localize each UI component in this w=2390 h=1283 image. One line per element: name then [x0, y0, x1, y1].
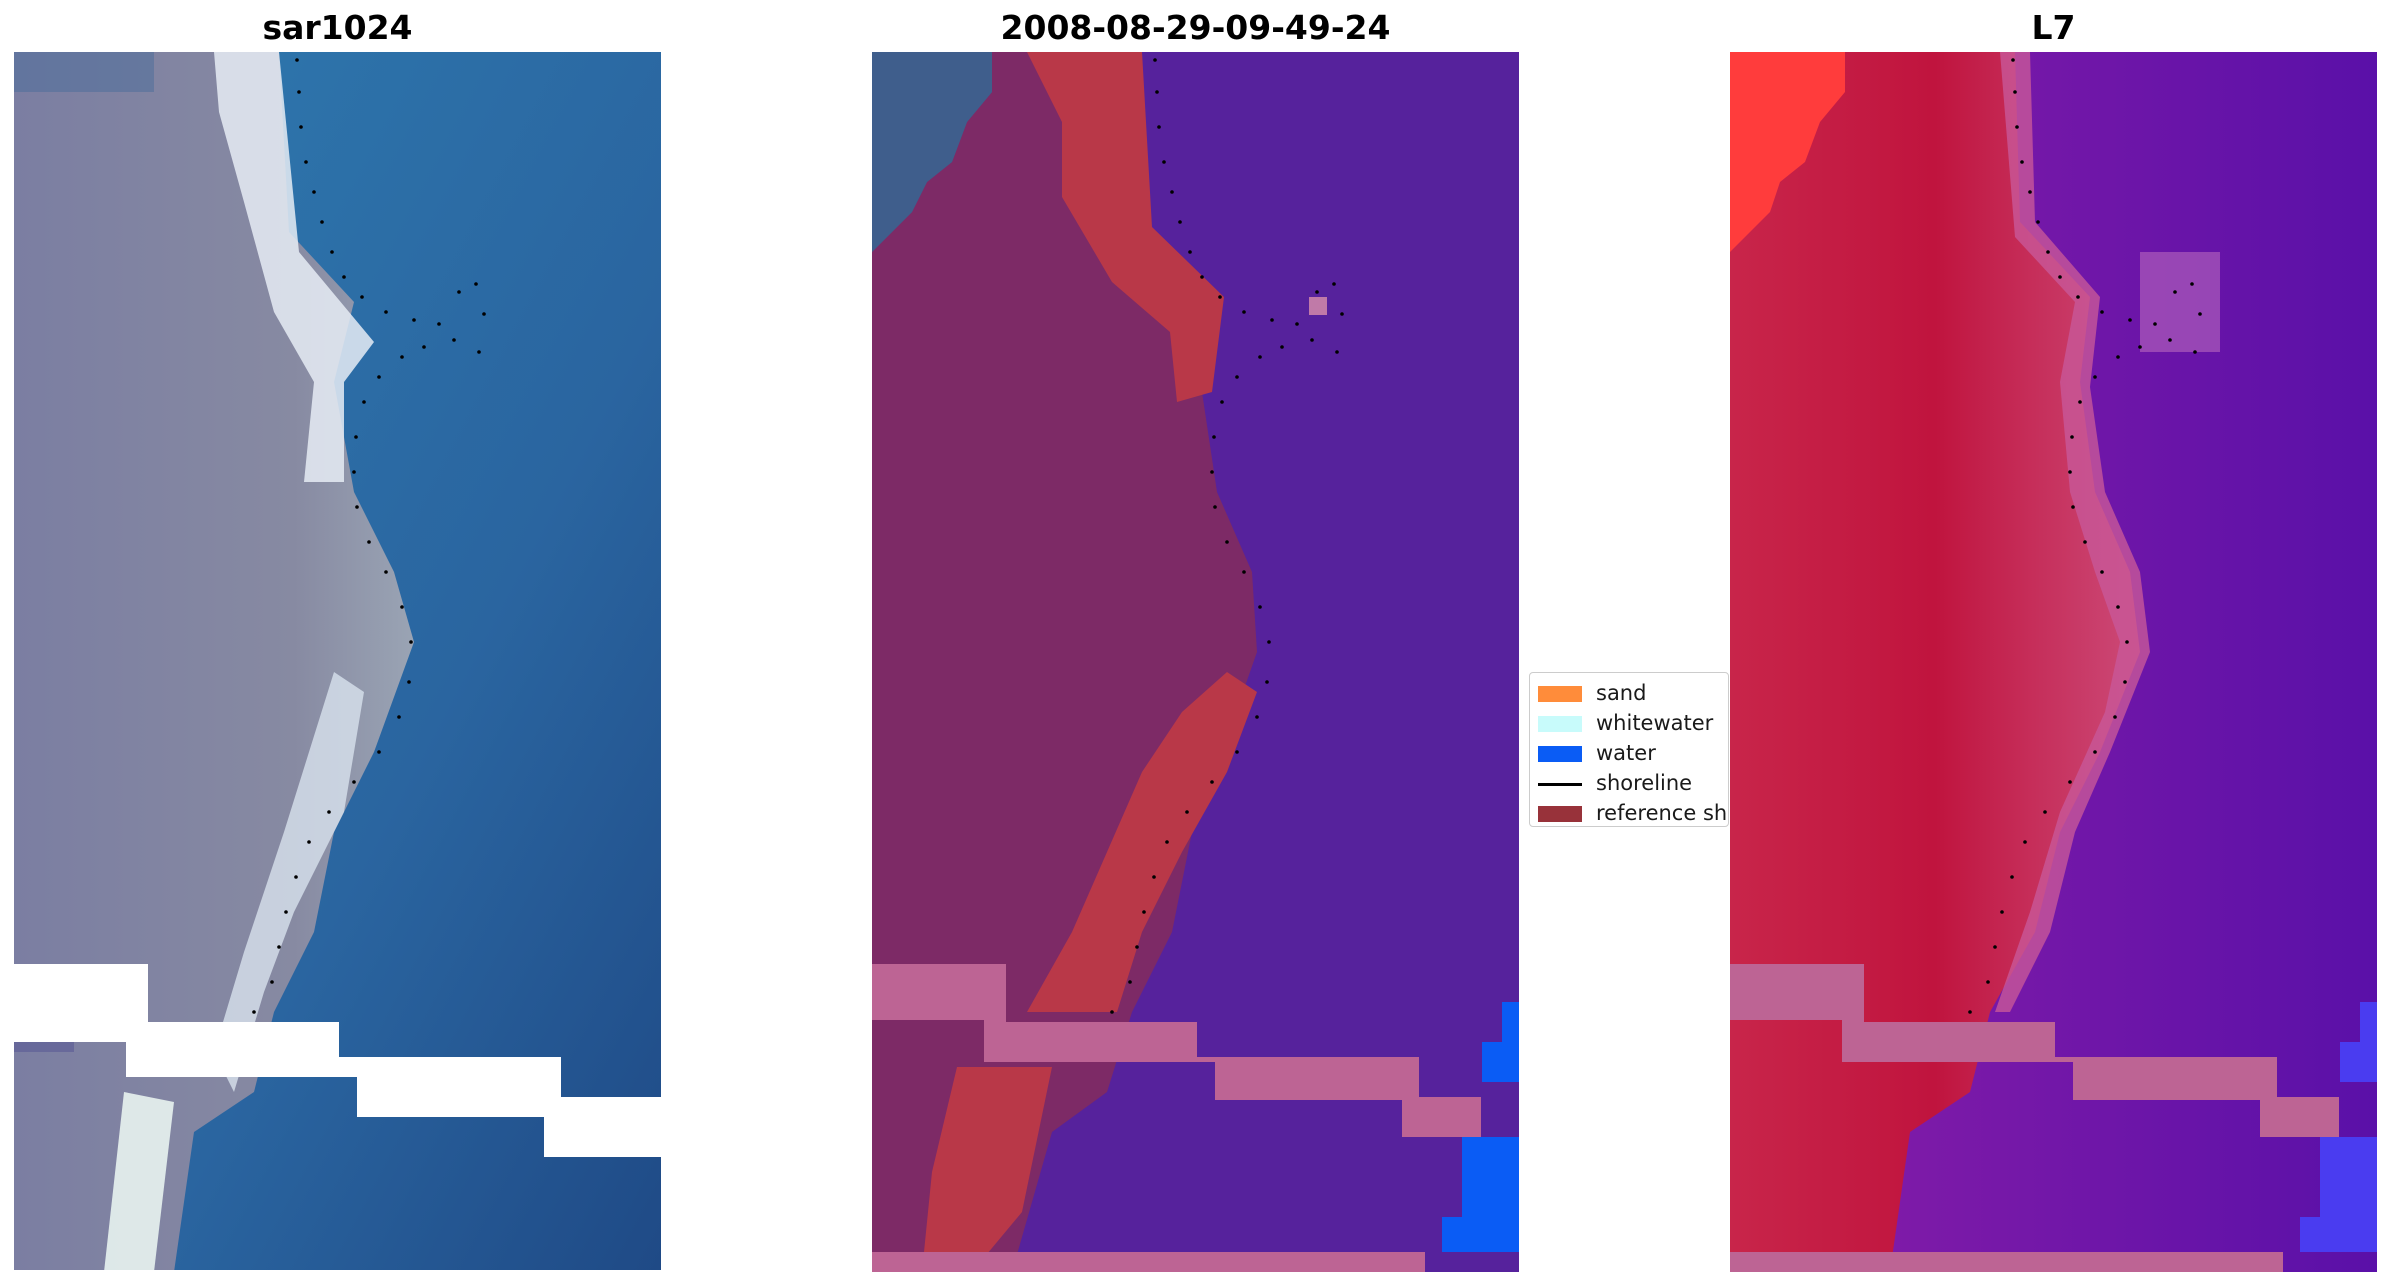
- shoreline-dots: [252, 58, 486, 1014]
- shoreline-dots: [1968, 58, 2202, 1014]
- legend-swatch-whitewater: [1538, 716, 1582, 732]
- legend-item-whitewater: whitewater: [1530, 707, 1728, 737]
- legend-swatch-sand: [1538, 686, 1582, 702]
- legend-swatch-reference-shoreline: [1538, 806, 1582, 822]
- reference-shoreline-band-south: [1027, 672, 1257, 1012]
- mndwi-image: [1730, 52, 2377, 1272]
- legend-label: shoreline: [1596, 771, 1693, 795]
- legend-item-reference-shoreline: reference shoreline: [1530, 797, 1728, 826]
- reference-shoreline-band: [1027, 52, 1224, 402]
- legend-label: reference shoreline: [1596, 801, 1728, 825]
- surf-zone: [214, 52, 374, 482]
- water-patch: [1482, 1002, 1519, 1082]
- nodata-stripes: [872, 964, 1481, 1137]
- panel-title-mndwi: L7: [2031, 8, 2076, 47]
- panel-title-classified: 2008-08-29-09-49-24: [1000, 8, 1391, 47]
- nodata-stripes: [1730, 964, 2339, 1137]
- nodata-mask: [14, 964, 661, 1157]
- legend-label: whitewater: [1596, 711, 1714, 735]
- legend-label: water: [1596, 741, 1656, 765]
- surf-zone-south: [214, 672, 364, 1092]
- legend-item-sand: sand: [1530, 677, 1728, 707]
- legend-item-shoreline: shoreline: [1530, 767, 1728, 797]
- rgb-satellite-image: [14, 52, 661, 1272]
- legend: sand whitewater water shoreline referenc…: [1529, 672, 1729, 827]
- legend-line-shoreline: [1538, 783, 1582, 786]
- legend-label: sand: [1596, 681, 1647, 705]
- shoreline-dots: [1110, 58, 1344, 1014]
- blue-water-patch: [2340, 1002, 2377, 1082]
- legend-swatch-water: [1538, 746, 1582, 762]
- legend-item-water: water: [1530, 737, 1728, 767]
- mndwi-bright-corner: [1730, 52, 1845, 252]
- panel-title-rgb: sar1024: [262, 8, 413, 47]
- classified-image: [872, 52, 1519, 1272]
